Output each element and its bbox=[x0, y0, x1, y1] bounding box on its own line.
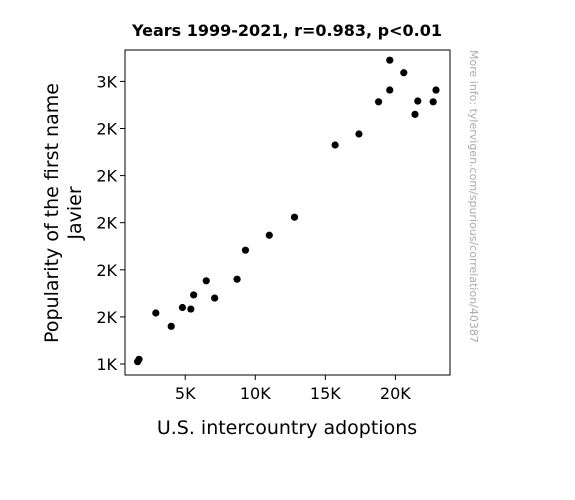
data-point bbox=[190, 291, 198, 299]
data-point bbox=[429, 98, 437, 106]
data-point bbox=[241, 246, 250, 254]
data-point bbox=[265, 231, 273, 239]
x-tick-label: 20K bbox=[380, 384, 411, 403]
x-tick-label: 10K bbox=[240, 384, 271, 403]
data-point bbox=[202, 277, 210, 285]
y-tick-label: 2K bbox=[96, 261, 117, 280]
data-point bbox=[331, 141, 339, 149]
y-axis: 1K 2K 2K 2K 2K 2K 3K bbox=[96, 72, 125, 374]
y-tick-label: 2K bbox=[96, 167, 117, 186]
data-point bbox=[355, 130, 363, 138]
y-axis-label-line-1: Popularity of the first name bbox=[41, 83, 63, 343]
data-point bbox=[135, 355, 143, 363]
y-tick-label: 2K bbox=[96, 120, 117, 139]
data-point bbox=[290, 213, 299, 221]
data-point bbox=[414, 97, 422, 105]
data-point bbox=[152, 309, 160, 317]
y-axis-label: Popularity of the first name Javier bbox=[41, 83, 86, 343]
plot-area bbox=[124, 49, 451, 376]
x-tick-label: 5K bbox=[175, 384, 196, 403]
chart-title: Years 1999-2021, r=0.983, p<0.01 bbox=[131, 21, 442, 40]
y-tick-label: 3K bbox=[96, 72, 117, 91]
data-point bbox=[187, 305, 195, 313]
x-tick-label: 15K bbox=[310, 384, 341, 403]
data-point bbox=[386, 56, 394, 64]
x-axis: 5K 10K 15K 20K bbox=[175, 375, 411, 403]
data-point bbox=[233, 275, 241, 283]
y-tick-label: 2K bbox=[96, 308, 117, 327]
data-point bbox=[386, 86, 394, 94]
data-point bbox=[211, 294, 219, 302]
data-point bbox=[400, 69, 408, 77]
data-point bbox=[178, 303, 187, 312]
x-axis-label: U.S. intercountry adoptions bbox=[157, 417, 417, 439]
y-axis-label-line-2: Javier bbox=[64, 186, 86, 240]
data-points bbox=[134, 56, 440, 366]
data-point bbox=[374, 98, 383, 106]
data-point bbox=[167, 322, 175, 330]
source-watermark: More info: tylervigen.com/spurious/corre… bbox=[467, 50, 480, 343]
data-point bbox=[411, 110, 419, 118]
data-point bbox=[432, 86, 440, 94]
y-tick-label: 1K bbox=[96, 355, 117, 374]
y-tick-label: 2K bbox=[96, 214, 117, 233]
